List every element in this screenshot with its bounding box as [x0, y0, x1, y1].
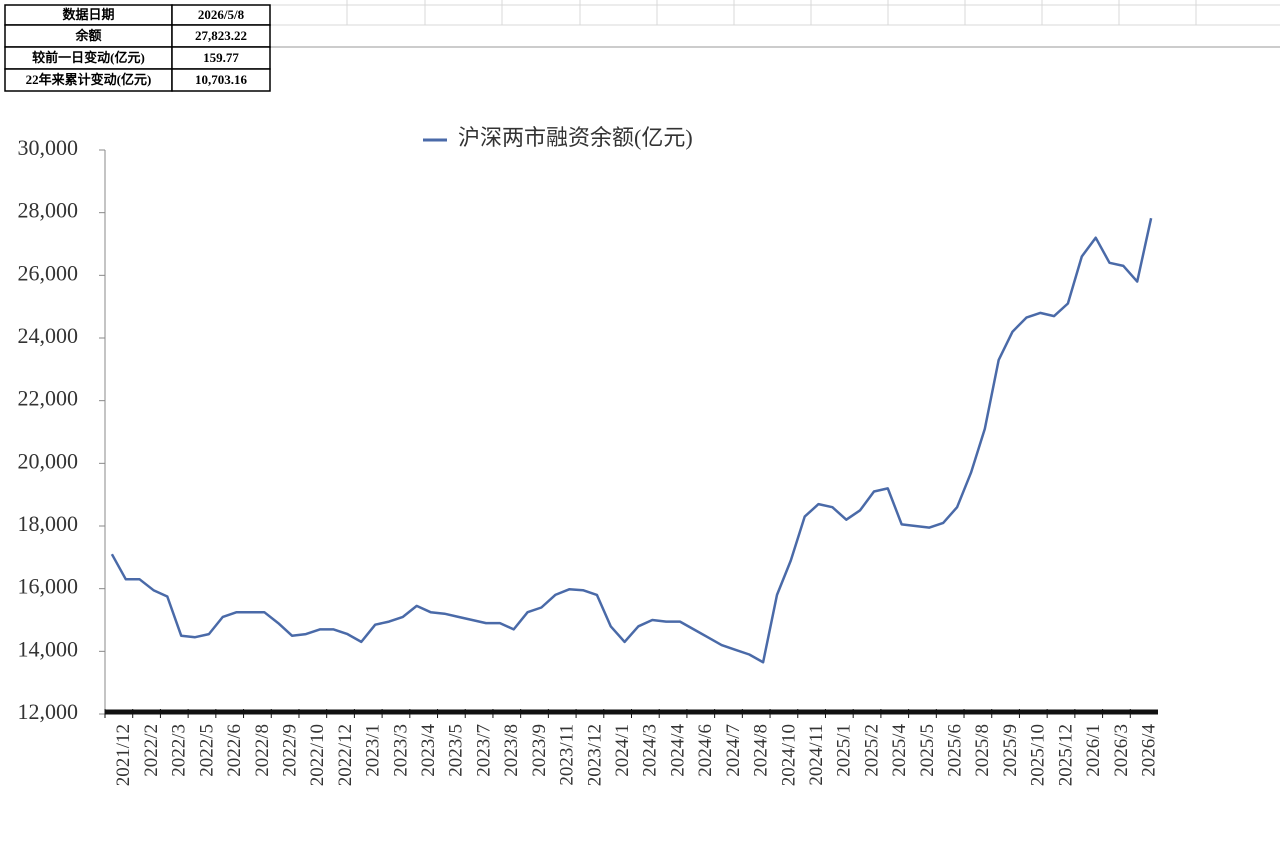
y-tick-label: 30,000 [18, 135, 79, 160]
x-tick-label: 2021/12 [113, 724, 134, 786]
x-tick-label: 2024/3 [640, 724, 661, 777]
table-cell-text: 数据日期 [62, 7, 114, 22]
x-tick-label: 2023/12 [584, 724, 605, 786]
x-tick-label: 2024/10 [778, 724, 799, 786]
x-tick-label: 2025/8 [972, 724, 993, 777]
sheet-grid [270, 0, 1280, 26]
x-tick-label: 2024/7 [723, 724, 744, 777]
table-cell-text: 10,703.16 [195, 72, 248, 87]
x-tick-label: 2023/5 [446, 724, 467, 777]
legend-label: 沪深两市融资余额(亿元) [458, 125, 693, 150]
table-cell [171, 68, 271, 92]
y-tick-label: 12,000 [18, 699, 79, 724]
x-tick-label: 2025/2 [861, 724, 882, 777]
x-tick-label: 2025/1 [834, 724, 855, 777]
x-tick-label: 2024/11 [806, 724, 827, 786]
x-tick-label: 2024/6 [695, 724, 716, 777]
x-tick-label: 2023/8 [501, 724, 522, 777]
x-tick-label: 2022/10 [307, 724, 328, 786]
y-tick-label: 24,000 [18, 323, 79, 348]
x-tick-label: 2024/8 [751, 724, 772, 777]
y-tick-label: 20,000 [18, 448, 79, 473]
x-tick-label: 2022/6 [224, 724, 245, 777]
x-tick-label: 2025/5 [917, 724, 938, 777]
y-tick-label: 28,000 [18, 198, 79, 223]
x-tick-label: 2025/6 [945, 724, 966, 777]
table-cell-text: 22年来累计变动(亿元) [26, 72, 152, 87]
x-tick-label: 2022/12 [335, 724, 356, 786]
table-cell-text: 27,823.22 [195, 28, 247, 43]
x-tick-label: 2025/4 [889, 724, 910, 777]
x-tick-label: 2023/7 [473, 724, 494, 777]
x-tick-label: 2025/12 [1055, 724, 1076, 786]
x-tick-label: 2023/3 [390, 724, 411, 777]
x-tick-label: 2023/1 [363, 724, 384, 777]
y-tick-label: 14,000 [18, 636, 79, 661]
x-tick-label: 2022/2 [141, 724, 162, 777]
x-tick-label: 2024/1 [612, 724, 633, 777]
x-tick-label: 2025/9 [1000, 724, 1021, 777]
x-tick-label: 2026/3 [1111, 724, 1132, 777]
x-tick-label: 2023/11 [557, 724, 578, 786]
y-tick-label: 22,000 [18, 386, 79, 411]
x-tick-label: 2025/10 [1028, 724, 1049, 786]
x-tick-label: 2022/5 [196, 724, 217, 777]
x-tick-label: 2022/8 [252, 724, 273, 777]
x-tick-label: 2024/4 [667, 724, 688, 777]
x-tick-label: 2023/4 [418, 724, 439, 777]
x-tick-label: 2026/4 [1139, 724, 1160, 777]
data-line [110, 217, 1153, 664]
table-cell-text: 较前一日变动(亿元) [32, 50, 145, 65]
x-tick-label: 2023/9 [529, 724, 550, 777]
x-tick-label: 2026/1 [1083, 724, 1104, 777]
y-tick-label: 16,000 [18, 574, 79, 599]
y-tick-label: 18,000 [18, 511, 79, 536]
summary-table: 数据日期 2026/5/8 余额 27,823.22 较前一日变动(亿元) 159.77 2… [4, 4, 271, 92]
x-tick-label: 2022/9 [279, 724, 300, 777]
y-tick-label: 26,000 [18, 260, 79, 285]
chart: 12,000 14,000 16,000 18,000 20,000 22,000 24,0… [18, 125, 1160, 786]
table-cell-text: 159.77 [203, 50, 239, 65]
x-tick-label: 2022/3 [169, 724, 190, 777]
table-cell-text: 余额 [74, 28, 101, 43]
table-cell-text: 2026/5/8 [198, 7, 245, 22]
